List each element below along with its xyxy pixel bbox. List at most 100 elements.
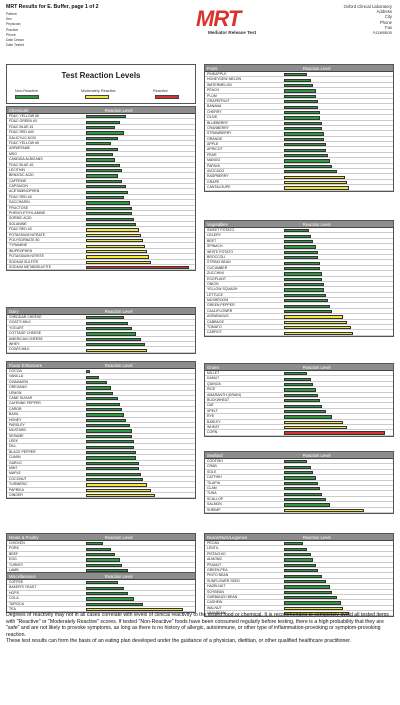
food-name: GARLIC xyxy=(9,460,23,465)
food-name: LEMON xyxy=(9,390,22,395)
food-row: COTTAGE CHEESE xyxy=(7,331,195,337)
food-name: HONEYDEW MELON xyxy=(207,77,242,82)
food-name: DILL xyxy=(9,444,17,449)
reaction-bar xyxy=(85,249,147,254)
food-row: BLACK PEPPER xyxy=(7,450,195,456)
food-name: OREGANO xyxy=(9,385,27,390)
food-name: AMERICAN CHEESE xyxy=(9,336,43,341)
food-name: STRING BEAN xyxy=(207,260,231,265)
reaction-bar xyxy=(283,558,314,562)
food-row: FRUCTOSE xyxy=(7,206,195,212)
food-row: PAPAYA xyxy=(205,164,393,170)
reaction-bar xyxy=(283,245,316,249)
food-name: SACCHARIN xyxy=(9,200,30,205)
lab-info: Oxford Clinical Laboratory Address City Ph… xyxy=(344,4,392,35)
reaction-bar xyxy=(85,196,124,200)
reaction-bar xyxy=(283,393,318,397)
reaction-bar xyxy=(283,272,322,276)
food-row: SALICYLIC ACID xyxy=(7,136,195,141)
fruits-header: Fruits Reaction Level xyxy=(205,65,393,72)
food-name: PINTO BEAN xyxy=(207,573,229,578)
reaction-bar xyxy=(283,326,352,330)
reaction-bar xyxy=(283,261,320,265)
food-name: ZUCCHINI xyxy=(207,271,224,276)
food-name: CASHEW xyxy=(207,600,223,605)
food-name: CAROB xyxy=(9,406,22,411)
food-name: PEANUT xyxy=(207,562,222,567)
reaction-bar xyxy=(283,612,350,616)
lab-field: Accession xyxy=(372,30,392,36)
food-row: TUNA xyxy=(205,491,393,497)
food-row: SOLE xyxy=(205,470,393,476)
food-name: CHERRY xyxy=(207,109,222,114)
food-row: CAULIFLOWER xyxy=(205,308,393,315)
food-name: ASPARTAME xyxy=(9,146,31,151)
reaction-bar xyxy=(85,163,120,167)
reaction-bar xyxy=(283,547,308,551)
reaction-bar xyxy=(85,190,129,194)
reaction-bar xyxy=(85,440,135,444)
food-name: MILLET xyxy=(207,371,220,375)
food-name: FD&C GREEN #3 xyxy=(9,119,37,124)
food-row: IBUPROPHEN xyxy=(7,249,195,255)
food-name: SORBIC ACID xyxy=(9,216,32,221)
food-name: PISTACHIO xyxy=(207,551,226,556)
food-row: SODIUM SULFITE xyxy=(7,260,195,265)
food-row: OLIVE xyxy=(205,115,393,121)
food-row: SOYBEAN xyxy=(205,590,393,595)
food-row: TOMATO xyxy=(205,325,393,331)
food-name: TOMATO xyxy=(207,325,222,330)
reaction-bar xyxy=(85,316,124,320)
reaction-bar xyxy=(85,407,122,412)
food-row: BUCKWHEAT xyxy=(205,397,393,404)
reaction-bar xyxy=(85,391,114,395)
food-row: FD&C BLUE #1 xyxy=(7,124,195,131)
food-row: MUSHROOM xyxy=(205,298,393,304)
reaction-bar xyxy=(283,404,322,408)
food-name: BENZOIC ACID xyxy=(9,173,34,178)
food-row: PISTACHIO xyxy=(205,551,393,558)
reaction-bar xyxy=(85,174,118,178)
food-row: PHENYLETHYLAMINE xyxy=(7,211,195,217)
food-row: APRICOT xyxy=(205,147,393,153)
reaction-level-label: Reaction Level xyxy=(104,363,133,368)
food-name: CAULIFLOWER xyxy=(207,308,233,313)
reaction-level-label: Reaction Level xyxy=(104,535,133,540)
reaction-level-label: Reaction Level xyxy=(302,222,331,227)
food-name: POTASSIUM NITRATE xyxy=(9,232,46,237)
food-name: FD&C RED #40 xyxy=(9,130,34,135)
dairy-panel: Dairy Reaction Level CHEDDAR CHEESE GOAT'S … xyxy=(6,307,196,354)
reaction-level-label: Reaction Level xyxy=(104,108,133,113)
food-row: ASPARTAME xyxy=(7,146,195,152)
food-name: GREEN PEPPER xyxy=(207,303,235,308)
patient-field: Patient xyxy=(6,12,17,16)
food-name: GOAT'S MILK xyxy=(9,320,31,325)
food-name: BUCKWHEAT xyxy=(207,397,230,402)
food-row: RICE xyxy=(205,387,393,393)
food-row: MUSTARD xyxy=(7,428,195,434)
food-name: AMARANTH (GRAIN) xyxy=(207,392,242,397)
food-row: CAFFEINE xyxy=(7,179,195,185)
food-name: FD&C RED #3 xyxy=(9,194,32,199)
food-row: BEEF xyxy=(7,552,195,558)
food-row: COW'S MILK xyxy=(7,347,195,353)
food-name: CAYENNE PEPPER xyxy=(9,401,41,406)
food-row: SORBIC ACID xyxy=(7,216,195,222)
reaction-bar xyxy=(85,608,183,612)
food-name: WATERMELON xyxy=(207,82,232,87)
reaction-bar xyxy=(283,186,350,190)
food-name: CANDIDA ALBICANS xyxy=(9,157,43,162)
food-name: CLAM xyxy=(207,485,217,490)
food-name: COCONUT xyxy=(9,476,27,481)
reaction-bar xyxy=(283,503,331,507)
seafood-title: Seafood xyxy=(207,453,223,458)
patient-field: Date Drawn xyxy=(6,38,24,43)
food-row: PINTO BEAN xyxy=(205,573,393,579)
food-name: TUNA xyxy=(207,491,217,496)
food-name: MAPLE xyxy=(9,471,21,476)
food-name: CABBAGE xyxy=(207,319,224,324)
food-name: TILAPIA xyxy=(207,480,221,485)
food-name: FD&C BLUE #1 xyxy=(9,124,34,129)
food-name: LAMB xyxy=(9,567,19,572)
food-name: GARBANZO BEAN xyxy=(207,594,238,599)
